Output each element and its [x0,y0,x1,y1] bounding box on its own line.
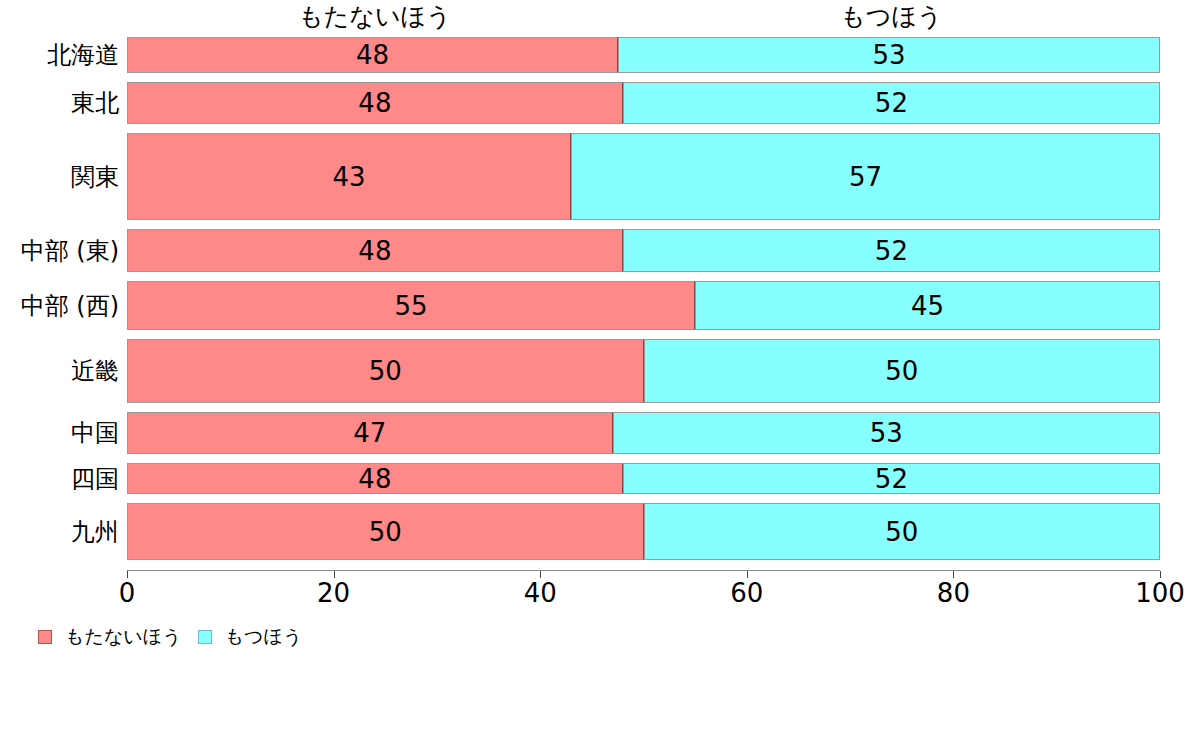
bar-segment-motanaihou: 48 [127,82,623,124]
segment-value-label: 48 [358,238,391,264]
segment-value-label: 53 [872,42,905,68]
segment-value-label: 43 [333,164,366,190]
x-axis: 020406080100 [127,570,1160,613]
bar-segment-motanaihou: 50 [127,339,644,403]
region-row: 東北 48 52 [0,82,1188,124]
bar-segment-motsuhou: 50 [644,339,1161,403]
segment-value-label: 55 [395,293,428,319]
region-row: 中部 (東) 48 52 [0,229,1188,272]
axis-tick-label: 20 [317,580,350,606]
stacked-bar: 48 52 [127,82,1160,124]
legend-label: もつほう [225,627,303,646]
region-row: 北海道 48 53 [0,37,1188,73]
bar-segment-motsuhou: 57 [571,133,1160,220]
segment-value-label: 52 [875,238,908,264]
segment-value-label: 48 [356,42,389,68]
bar-segment-motanaihou: 43 [127,133,571,220]
legend-label: もたないほう [65,627,182,646]
region-label: 四国 [0,467,127,491]
axis-tick-label: 60 [730,580,763,606]
bar-segment-motsuhou: 52 [623,229,1160,272]
axis-tick [334,571,335,578]
region-row: 四国 48 52 [0,463,1188,494]
segment-value-label: 48 [358,466,391,492]
stacked-bar: 55 45 [127,281,1160,330]
legend-swatch-icon [38,630,52,644]
segment-value-label: 57 [849,164,882,190]
bar-segment-motsuhou: 52 [623,82,1160,124]
bar-segment-motanaihou: 50 [127,503,644,560]
region-row: 関東 43 57 [0,133,1188,220]
legend-item: もたないほう [38,627,182,646]
stacked-bar: 48 53 [127,37,1160,73]
region-row: 近畿 50 50 [0,339,1188,403]
region-label: 中国 [0,421,127,445]
bar-segment-motanaihou: 48 [127,229,623,272]
axis-tick [747,571,748,578]
region-label: 東北 [0,91,127,115]
region-label: 北海道 [0,43,127,67]
segment-value-label: 53 [870,420,903,446]
stacked-bar: 48 52 [127,229,1160,272]
bar-segment-motanaihou: 48 [127,37,618,73]
bar-segment-motsuhou: 45 [695,281,1160,330]
segment-value-label: 52 [875,90,908,116]
segment-value-label: 45 [911,293,944,319]
segment-value-label: 50 [885,519,918,545]
region-row: 九州 50 50 [0,503,1188,560]
axis-tick [540,571,541,578]
region-label: 九州 [0,520,127,544]
axis-tick-label: 40 [524,580,557,606]
bar-segment-motsuhou: 53 [618,37,1160,73]
stacked-bar: 47 53 [127,412,1160,454]
region-row: 中部 (西) 55 45 [0,281,1188,330]
region-label: 関東 [0,165,127,189]
axis-tick-label: 0 [119,580,136,606]
column-headers: もたないほう もつほう [127,0,1160,37]
stacked-bar-chart: もたないほう もつほう 北海道 48 53 東北 48 52 関東 43 57 中部 (東) 48 5… [0,0,1188,736]
legend-swatch-icon [198,630,212,644]
segment-value-label: 50 [369,358,402,384]
legend-item: もつほう [198,627,303,646]
stacked-bar: 48 52 [127,463,1160,494]
segment-value-label: 50 [369,519,402,545]
segment-value-label: 52 [875,466,908,492]
column-header-motsuhou: もつほう [840,3,942,31]
bar-segment-motsuhou: 50 [644,503,1161,560]
segment-value-label: 47 [353,420,386,446]
bar-segment-motanaihou: 48 [127,463,623,494]
axis-tick [127,571,128,578]
region-row: 中国 47 53 [0,412,1188,454]
region-label: 中部 (西) [0,294,127,318]
bar-segment-motanaihou: 55 [127,281,695,330]
bar-segment-motsuhou: 52 [623,463,1160,494]
bar-segment-motsuhou: 53 [613,412,1160,454]
stacked-bar: 50 50 [127,503,1160,560]
axis-tick [953,571,954,578]
bar-segment-motanaihou: 47 [127,412,613,454]
axis-tick-label: 80 [937,580,970,606]
axis-tick [1160,571,1161,578]
region-label: 近畿 [0,359,127,383]
stacked-bar: 50 50 [127,339,1160,403]
axis-tick-label: 100 [1135,580,1185,606]
segment-value-label: 50 [885,358,918,384]
segment-value-label: 48 [358,90,391,116]
bar-rows: 北海道 48 53 東北 48 52 関東 43 57 中部 (東) 48 52 中部 (西) 55 45 近… [0,37,1188,560]
column-header-motanaihou: もたないほう [298,3,452,31]
legend: もたないほう もつほう [38,627,1188,646]
stacked-bar: 43 57 [127,133,1160,220]
region-label: 中部 (東) [0,239,127,263]
